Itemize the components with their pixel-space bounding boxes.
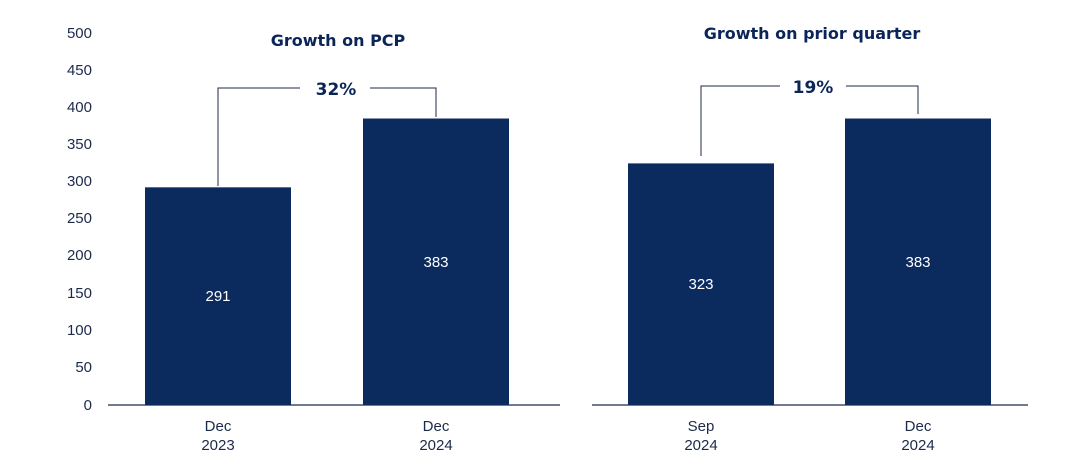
category-label: Dec	[905, 418, 932, 435]
category-label: Dec	[205, 418, 232, 435]
y-tick-label: 450	[67, 62, 92, 79]
y-tick-label: 100	[67, 322, 92, 339]
growth-bracket-right	[846, 85, 919, 114]
y-tick-label: 400	[67, 99, 92, 116]
y-tick-label: 50	[75, 359, 92, 376]
growth-bracket-left	[217, 87, 300, 186]
y-axis: 500 450 400 350 300 250 200 150 100 50 0	[67, 25, 92, 414]
y-tick-label: 300	[67, 173, 92, 190]
category-label: 2024	[901, 437, 934, 454]
panel-title: Growth on prior quarter	[704, 24, 921, 43]
category-label: 2024	[419, 437, 452, 454]
y-tick-label: 500	[67, 25, 92, 42]
bar	[145, 187, 291, 405]
bar-value-label: 383	[423, 254, 448, 271]
category-label: Dec	[423, 418, 450, 435]
y-tick-label: 0	[84, 397, 92, 414]
y-tick-label: 200	[67, 247, 92, 264]
y-tick-label: 350	[67, 136, 92, 153]
bar	[845, 118, 991, 406]
y-tick-label: 150	[67, 285, 92, 302]
category-label: Sep	[688, 418, 715, 435]
growth-percentage: 32%	[316, 80, 357, 100]
bar	[628, 163, 774, 405]
panel-title: Growth on PCP	[271, 31, 406, 50]
bar-value-label: 383	[905, 254, 930, 271]
bar-value-label: 291	[205, 288, 230, 305]
bar	[363, 118, 509, 406]
growth-percentage: 19%	[793, 78, 834, 98]
bar-value-label: 323	[688, 276, 713, 293]
panel-growth-on-pcp: Growth on PCP 291 383 32% Dec 2023 Dec 2…	[108, 31, 560, 454]
growth-bracket-right	[370, 87, 437, 117]
category-label: 2024	[684, 437, 717, 454]
y-tick-label: 250	[67, 210, 92, 227]
growth-bracket-left	[700, 85, 780, 156]
panel-growth-on-prior-quarter: Growth on prior quarter 323 383 19% Sep …	[592, 24, 1028, 454]
category-label: 2023	[201, 437, 234, 454]
